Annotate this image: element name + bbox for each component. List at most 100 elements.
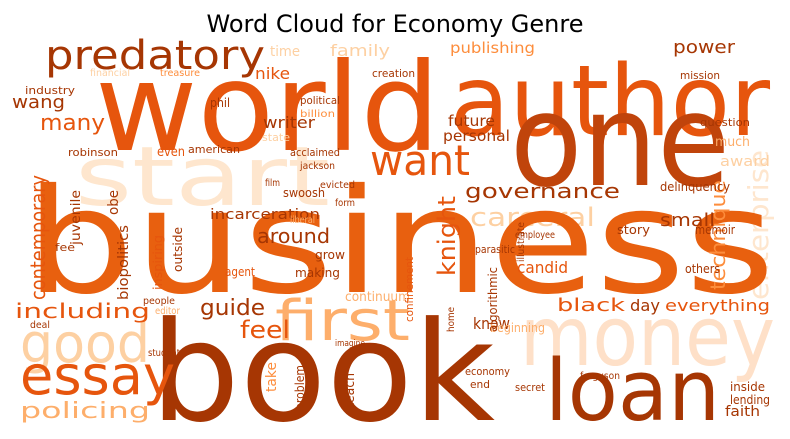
word: one [510,67,730,216]
word: money [520,290,775,385]
word: faith [725,404,760,420]
word: publishing [450,39,535,57]
word: evicted [320,180,355,191]
word: writer [263,113,315,132]
word: jackson [299,161,335,172]
word: enterprise [742,150,775,300]
word: phil [210,96,230,110]
word: wang [12,92,65,113]
word: family [330,41,390,60]
word: employee [515,230,555,241]
word: good [20,312,150,375]
word: governance [465,179,620,203]
word: know [473,314,510,333]
word: treasure [160,68,200,79]
word: world [95,37,440,179]
word: financial [90,68,130,79]
word: end [470,378,490,391]
word: form [335,198,355,209]
word: want [370,136,470,185]
word: day [630,296,660,315]
word: fee [55,241,75,254]
word: grow [315,248,345,262]
word: continuum [345,290,410,305]
word: candid [517,258,568,277]
word: parasitic [475,243,515,256]
word: robinson [68,146,118,159]
word: everything [665,296,770,315]
word: predatory [45,33,265,79]
word: editor [155,306,181,317]
word: contemporary [26,175,50,300]
word: inside [730,380,765,394]
word: obe [106,190,122,215]
word: delinquency [660,180,730,194]
word: many [40,111,105,136]
word: beginning [490,321,545,335]
word: carceral [470,203,595,233]
word: author [450,45,771,159]
word: power [673,37,736,58]
word: economy [465,365,510,378]
word: story [617,223,650,237]
word: creation [372,67,415,80]
word: state [262,131,290,144]
word: liberal [290,215,315,226]
word: problem [293,365,307,410]
word: confinement [403,256,416,322]
word: juvenile [69,190,84,246]
word: guide [200,296,265,321]
word: acclaimed [290,146,340,159]
word: black [557,295,626,316]
word: american [188,143,240,156]
word: first [275,289,410,354]
word: technique [706,180,730,290]
word: student [148,348,180,359]
word: others [685,262,720,276]
word: start [75,130,330,225]
word: even [157,145,185,160]
word: agent [225,265,255,279]
word: award [720,154,770,170]
word: nike [255,64,290,83]
word: film [265,178,280,189]
word: political [300,94,340,107]
word: policing [20,399,150,424]
word: algorithmic [486,267,500,332]
word: future [448,112,495,130]
word: swoosh [283,186,325,200]
word: personal [443,127,510,145]
word: take [264,362,280,392]
word: home [446,307,457,332]
word: feel [240,316,290,344]
word: business [25,158,775,327]
word: inspiring [151,235,165,290]
word: loan [545,342,720,435]
word: deal [30,320,50,331]
word: industry [25,84,76,97]
word: illustrate [516,222,527,262]
word: knight [433,196,461,276]
word: secret [515,381,546,394]
word: much [715,135,750,150]
word: imagine [335,339,365,349]
word: making [295,266,340,280]
word: small [660,210,715,231]
word: billion [300,109,335,120]
word: incarceration [210,207,320,223]
word: around [257,224,330,248]
word: book [150,292,495,435]
word: memoir [695,223,735,237]
word: people [143,296,175,307]
word: lending [730,393,770,407]
word: mission [680,69,720,82]
chart-title: Word Cloud for Economy Genre [207,10,584,38]
word: biopolitics [116,225,132,300]
word: time [270,44,300,60]
word: ferguson [580,371,620,382]
word: question [700,116,750,129]
word: including [15,299,150,323]
